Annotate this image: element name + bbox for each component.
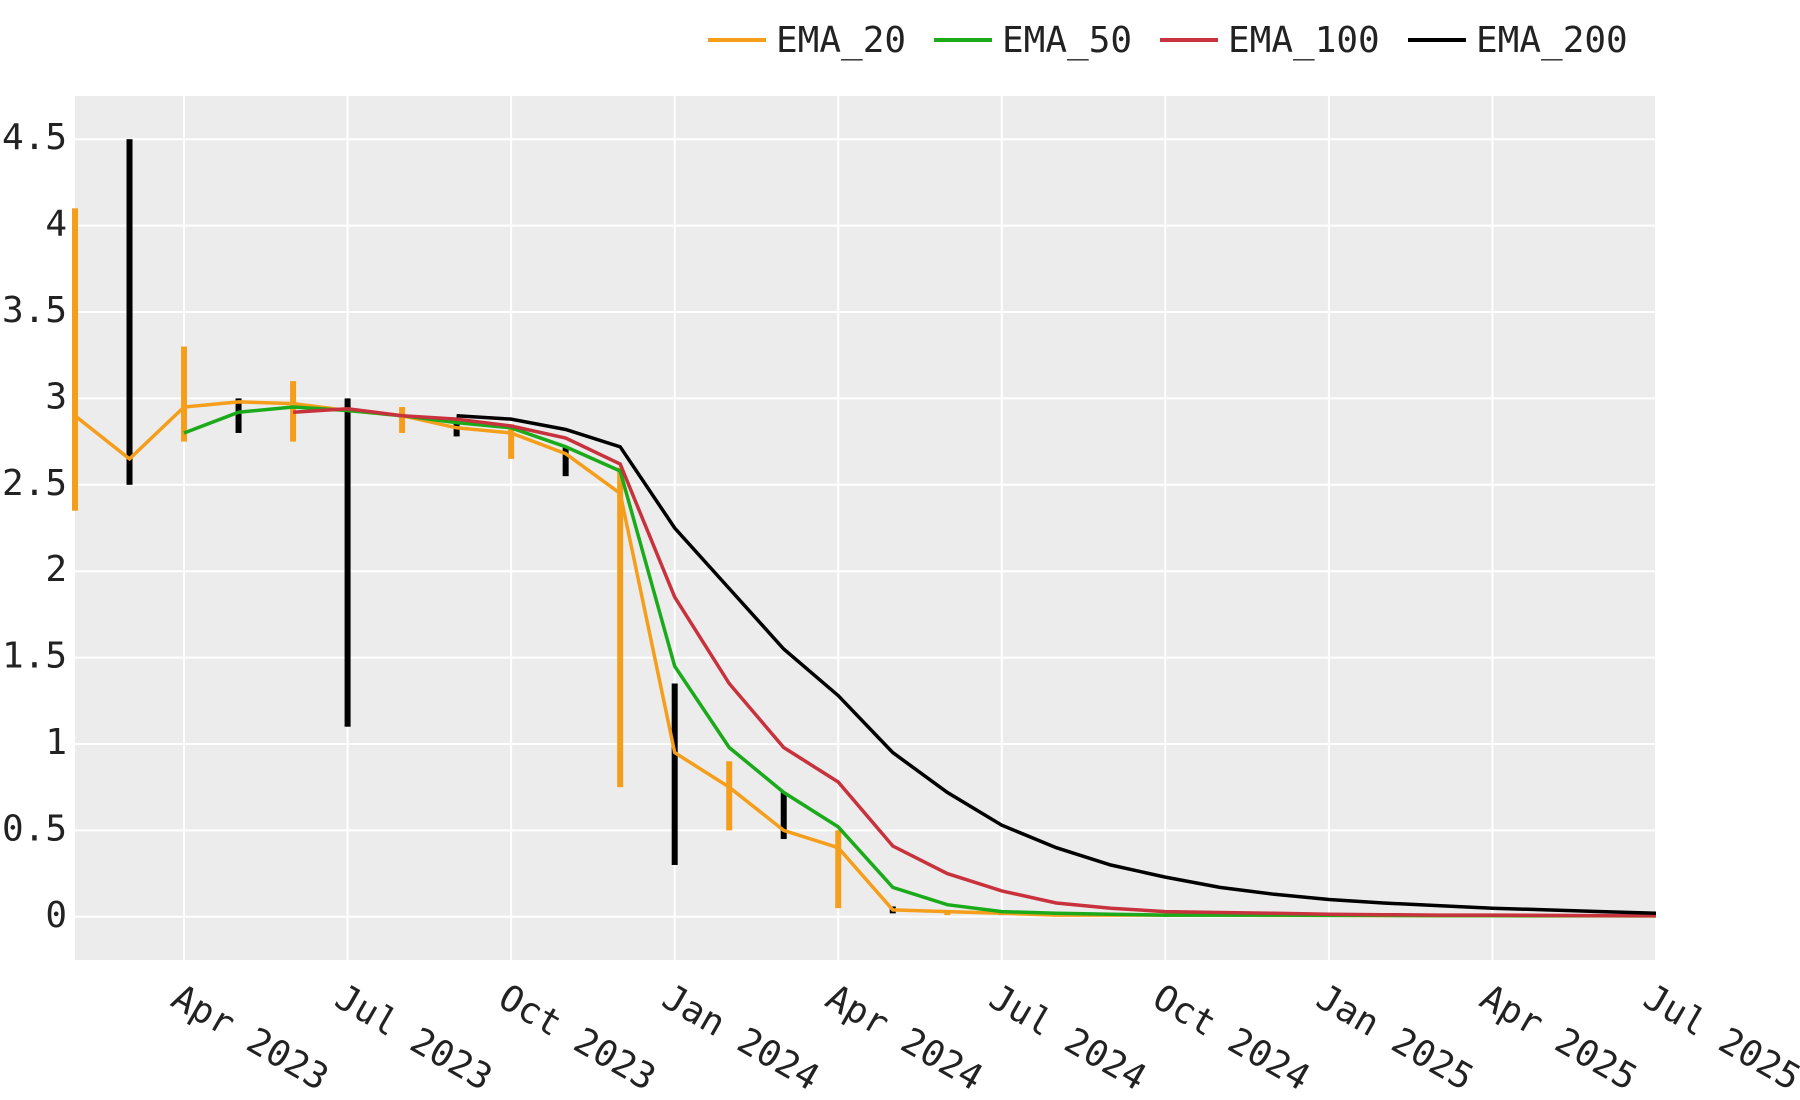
price-range	[181, 346, 188, 442]
x-tick-label: Apr 2025	[1473, 977, 1644, 1099]
price-range	[126, 139, 133, 485]
x-tick-label: Apr 2023	[165, 977, 336, 1099]
legend-label: EMA_200	[1476, 20, 1628, 61]
y-tick-label: 0	[45, 895, 67, 936]
price-range	[399, 407, 406, 433]
price-range	[835, 830, 842, 909]
x-tick-label: Jul 2024	[982, 977, 1153, 1099]
price-range	[344, 398, 351, 727]
y-tick-label: 1.5	[2, 636, 67, 677]
y-tick-label: 0.5	[2, 808, 67, 849]
price-range	[671, 683, 678, 865]
y-tick-label: 4.5	[2, 117, 67, 158]
x-tick-label: Oct 2024	[1146, 977, 1317, 1099]
price-range	[72, 208, 78, 511]
x-tick-label: Oct 2023	[492, 977, 663, 1099]
ema-line	[292, 407, 1657, 918]
legend-label: EMA_20	[776, 20, 906, 61]
y-tick-label: 3.5	[2, 290, 67, 331]
y-tick-label: 2	[45, 549, 67, 590]
price-range	[235, 398, 242, 433]
x-tick-label: Jul 2025	[1637, 977, 1800, 1099]
x-tick-label: Apr 2024	[819, 977, 990, 1099]
x-tick-label: Jan 2025	[1309, 977, 1480, 1099]
legend-label: EMA_50	[1002, 20, 1132, 61]
ema-line	[456, 413, 1657, 916]
y-tick-label: 1	[45, 722, 67, 763]
y-tick-label: 3	[45, 376, 67, 417]
price-range	[562, 446, 569, 477]
price-range	[780, 792, 787, 840]
x-tick-label: Jul 2023	[328, 977, 499, 1099]
price-range	[726, 761, 733, 831]
price-range	[617, 467, 624, 788]
legend-label: EMA_100	[1228, 20, 1380, 61]
price-range	[508, 424, 515, 459]
y-tick-label: 2.5	[2, 463, 67, 504]
x-tick-label: Jan 2024	[655, 977, 826, 1099]
y-tick-label: 4	[45, 204, 67, 245]
